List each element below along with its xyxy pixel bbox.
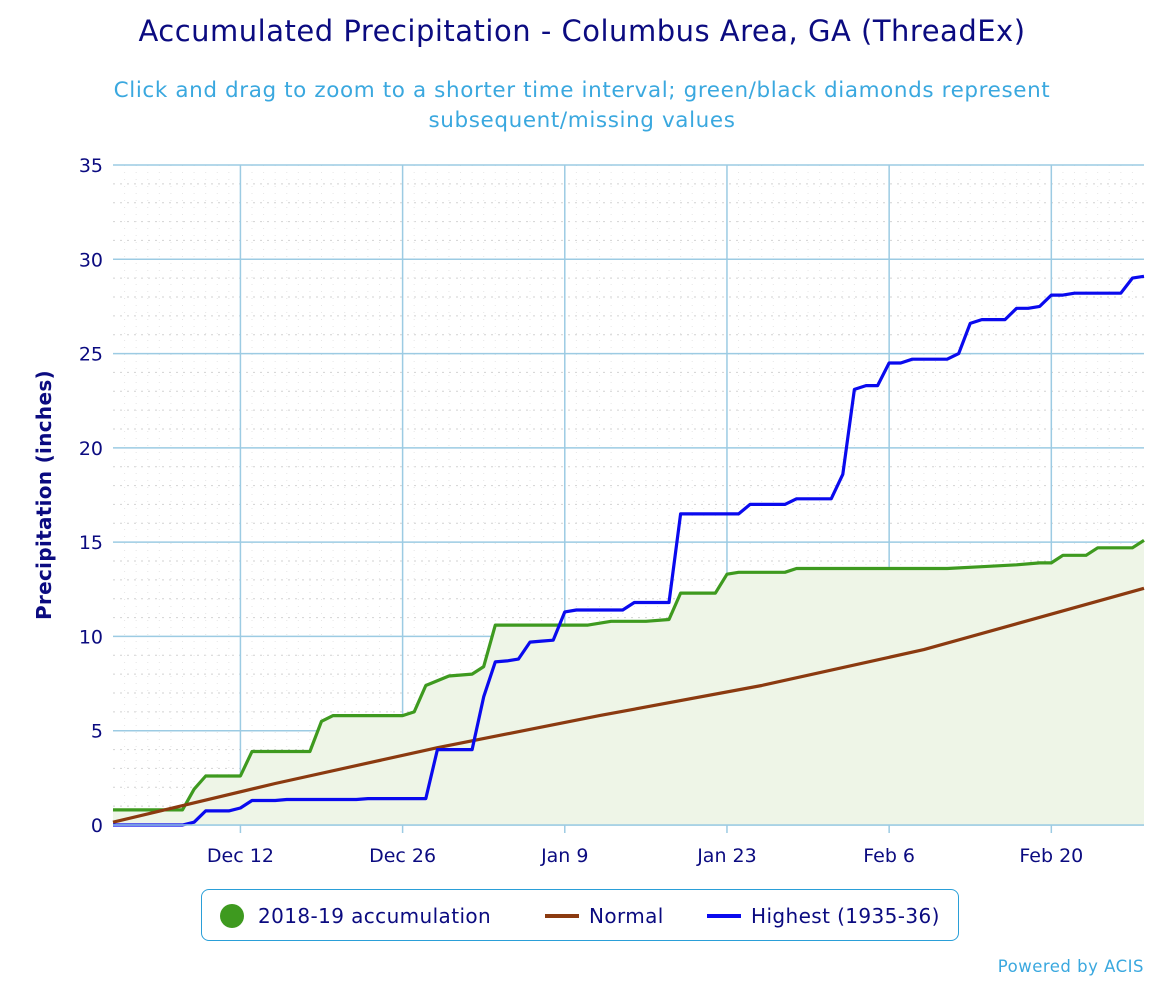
chart-subtitle: Click and drag to zoom to a shorter time… [113,78,1051,133]
chart-title: Accumulated Precipitation - Columbus Are… [138,14,1026,48]
legend-label: Highest (1935-36) [751,904,940,928]
y-tick-label: 25 [79,344,103,366]
x-tick-label: Dec 26 [369,845,436,867]
y-tick-label: 10 [79,626,103,648]
y-tick-label: 20 [79,438,103,460]
legend-item-highest[interactable]: Highest (1935-36) [707,890,940,942]
brown-line-icon [545,914,579,918]
y-tick-label: 30 [79,249,103,271]
x-tick-label: Feb 20 [1019,845,1083,867]
legend-item-normal[interactable]: Normal [545,890,664,942]
x-tick-label: Jan 9 [540,845,588,867]
legend: 2018-19 accumulation Normal Highest (193… [201,889,959,941]
blue-line-icon [707,914,741,918]
y-tick-label: 0 [91,815,103,837]
y-tick-label: 15 [79,532,103,554]
y-tick-label: 35 [79,155,103,177]
series-line-1 [112,586,1145,824]
x-tick-label: Jan 23 [696,845,757,867]
legend-label: 2018-19 accumulation [258,904,492,928]
series-layer [112,274,1145,827]
legend-item-2018-19[interactable]: 2018-19 accumulation [220,890,491,942]
credit-link[interactable]: Powered by ACIS [997,957,1144,976]
green-dot-icon [220,904,244,928]
series-line-2 [113,274,1145,827]
axes: 0 5 10 15 20 25 30 35 Dec 12 Dec 26 Jan 9 Jan 23 Feb… [79,155,1144,867]
x-tick-label: Feb 6 [863,845,915,867]
y-tick-label: 5 [91,721,103,743]
x-tick-label: Dec 12 [207,845,274,867]
series-line-0 [113,538,1145,812]
series-area-0 [113,540,1144,825]
legend-label: Normal [589,904,664,928]
